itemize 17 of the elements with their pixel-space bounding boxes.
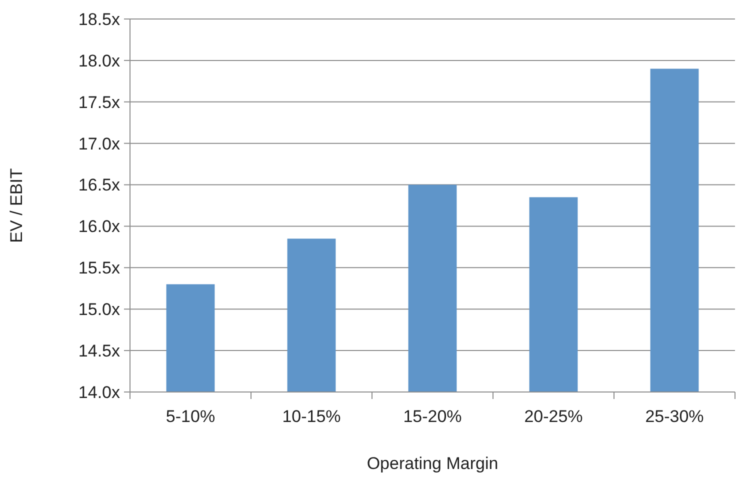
y-tick-label: 16.0x [78,217,120,236]
x-tick-label: 15-20% [403,407,462,426]
x-tick-label: 5-10% [166,407,216,426]
x-axis-title: Operating Margin [366,454,498,473]
y-tick-label: 15.5x [78,258,120,278]
y-tick-label: 17.5x [78,92,120,112]
y-tick-label: 15.0x [78,300,120,320]
y-axis-title: EV / EBIT [7,168,26,243]
y-tick-label: 14.0x [78,382,120,402]
x-tick-label: 25-30% [645,407,704,426]
x-tick-label: 20-25% [524,407,583,426]
y-tick-label: 14.5x [78,342,120,361]
y-tick-label: 17.0x [78,134,120,154]
x-tick-label: 10-15% [282,407,341,426]
y-tick-label: 18.0x [78,51,120,70]
y-tick-label: 18.5x [78,10,120,29]
y-tick-label: 16.5x [78,176,120,195]
